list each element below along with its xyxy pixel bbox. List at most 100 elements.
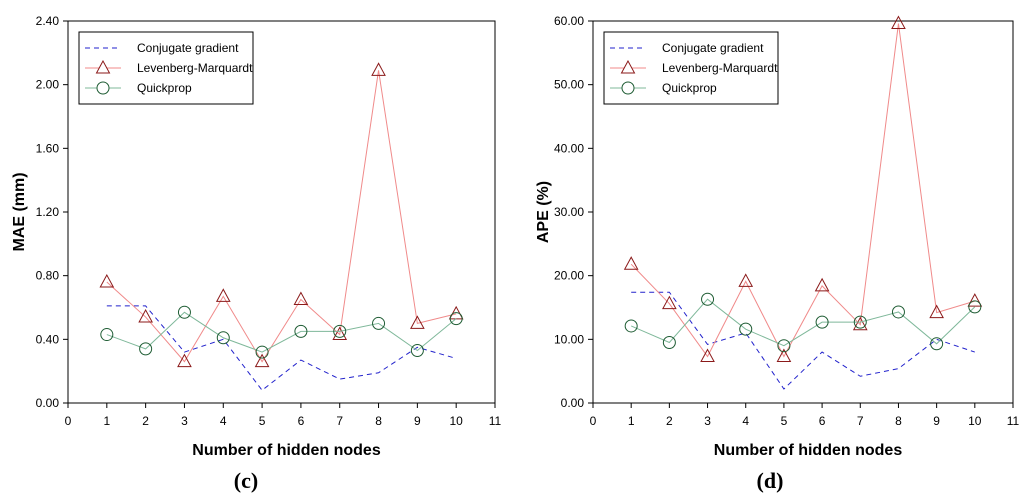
data-point-levenberg-marquardt [371, 62, 386, 76]
y-tick-label: 2.00 [36, 78, 60, 92]
data-point-quickprop [739, 322, 753, 336]
data-point-quickprop [410, 343, 424, 357]
y-tick-label: 50.00 [554, 78, 584, 92]
data-point-quickprop [891, 305, 905, 319]
data-point-levenberg-marquardt [967, 293, 983, 307]
x-tick-label: 4 [220, 414, 227, 428]
legend-label-conjugate-gradient: Conjugate gradient [662, 41, 764, 55]
x-tick-label: 1 [628, 414, 635, 428]
y-tick-label: 1.20 [36, 205, 60, 219]
panel-label: (c) [234, 468, 258, 493]
data-point-levenberg-marquardt [929, 304, 944, 319]
legend-marker-levenberg-marquardt [620, 59, 636, 74]
x-tick-label: 0 [590, 414, 597, 428]
data-point-levenberg-marquardt [99, 273, 115, 288]
panel-label: (d) [757, 468, 784, 493]
series-line-conjugate-gradient [106, 305, 457, 391]
x-tick-label: 6 [298, 414, 305, 428]
legend-label-quickprop: Quickprop [662, 81, 717, 95]
legend-label-quickprop: Quickprop [137, 81, 192, 95]
series-line-quickprop [106, 311, 457, 353]
legend-marker-levenberg-marquardt [95, 59, 111, 74]
data-point-levenberg-marquardt [738, 273, 754, 287]
data-point-levenberg-marquardt [852, 316, 868, 331]
y-tick-label: 20.00 [554, 269, 584, 283]
x-tick-label: 0 [65, 414, 72, 428]
data-point-quickprop [294, 324, 308, 338]
x-tick-label: 10 [450, 414, 464, 428]
data-point-levenberg-marquardt [814, 277, 830, 292]
x-tick-label: 3 [181, 414, 188, 428]
y-tick-label: 0.40 [36, 332, 60, 346]
data-point-quickprop [815, 315, 829, 329]
y-tick-label: 30.00 [554, 205, 584, 219]
data-point-levenberg-marquardt [293, 291, 309, 306]
data-point-levenberg-marquardt [410, 315, 425, 329]
data-point-levenberg-marquardt [662, 295, 677, 310]
data-point-levenberg-marquardt [254, 353, 270, 368]
legend-label-levenberg-marquardt: Levenberg-Marquardt [662, 61, 778, 75]
y-axis-label: MAE (mm) [11, 172, 28, 251]
data-point-quickprop [100, 328, 114, 342]
data-point-quickprop [853, 315, 867, 329]
x-tick-label: 11 [1007, 414, 1020, 428]
data-point-levenberg-marquardt [177, 353, 192, 368]
legend-label-conjugate-gradient: Conjugate gradient [137, 41, 239, 55]
series-line-levenberg-marquardt [630, 23, 975, 358]
data-point-quickprop [662, 336, 676, 350]
series-line-quickprop [630, 298, 976, 347]
y-axis-label: APE (%) [535, 181, 552, 243]
data-point-quickprop [139, 342, 153, 356]
series-line-conjugate-gradient [631, 291, 975, 390]
data-point-quickprop [216, 331, 230, 345]
data-point-levenberg-marquardt [623, 256, 639, 270]
y-tick-label: 0.00 [36, 396, 60, 410]
series-line-levenberg-marquardt [106, 70, 457, 363]
x-tick-label: 5 [259, 414, 266, 428]
x-tick-label: 9 [933, 414, 940, 428]
data-point-levenberg-marquardt [332, 326, 348, 341]
data-point-quickprop [624, 319, 638, 333]
y-tick-label: 10.00 [554, 332, 584, 346]
x-tick-label: 5 [781, 414, 788, 428]
x-tick-label: 7 [336, 414, 343, 428]
data-point-quickprop [255, 345, 269, 359]
data-point-quickprop [968, 300, 982, 314]
data-point-quickprop [701, 292, 715, 306]
y-tick-label: 40.00 [554, 141, 584, 155]
x-tick-label: 4 [742, 414, 749, 428]
x-axis-label: Number of hidden nodes [714, 442, 903, 459]
x-tick-label: 8 [895, 414, 902, 428]
data-point-levenberg-marquardt [138, 309, 153, 323]
legend-marker-quickprop [621, 81, 635, 95]
data-point-quickprop [177, 305, 191, 319]
data-point-quickprop [372, 316, 386, 330]
x-tick-label: 11 [489, 414, 502, 428]
legend-label-levenberg-marquardt: Levenberg-Marquardt [137, 61, 253, 75]
chart-panel-c: 0 1 2 3 4 5 6 7 8 9 10 11 0.00 0.40 0.80 1.20 1.60 2.00 2.… [11, 14, 502, 493]
x-tick-label: 3 [704, 414, 711, 428]
data-point-levenberg-marquardt [700, 348, 715, 363]
x-tick-label: 9 [414, 414, 421, 428]
data-point-quickprop [449, 312, 463, 326]
y-tick-label: 0.80 [36, 269, 60, 283]
x-tick-label: 2 [666, 414, 673, 428]
chart-panel-d: 0 1 2 3 4 5 6 7 8 9 10 11 0.00 10.00 20.00 30.00 40.00 50… [535, 14, 1020, 493]
data-point-quickprop [777, 339, 791, 353]
legend-marker-quickprop [96, 81, 110, 95]
x-tick-label: 6 [819, 414, 826, 428]
y-tick-label: 60.00 [554, 14, 584, 28]
x-tick-label: 1 [103, 414, 110, 428]
x-axis-label: Number of hidden nodes [192, 442, 381, 459]
data-point-quickprop [333, 324, 347, 338]
x-tick-label: 8 [375, 414, 382, 428]
data-point-levenberg-marquardt [776, 348, 792, 363]
y-tick-label: 0.00 [561, 396, 585, 410]
y-tick-label: 2.40 [36, 14, 60, 28]
x-tick-label: 10 [968, 414, 982, 428]
y-tick-label: 1.60 [36, 141, 60, 155]
data-point-levenberg-marquardt [215, 288, 231, 302]
data-point-quickprop [930, 337, 944, 351]
data-point-levenberg-marquardt [891, 15, 906, 30]
